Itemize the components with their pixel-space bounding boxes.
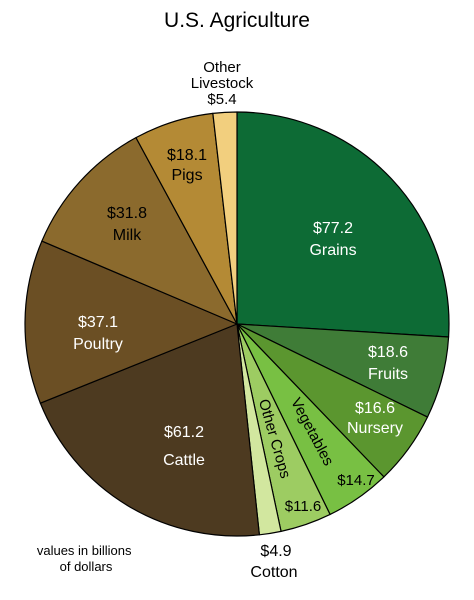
slice-value-poultry: $37.1 (78, 314, 118, 331)
pie-slices (24, 111, 450, 537)
slice-value-milk: $31.8 (107, 205, 147, 222)
slice-label-poultry: Poultry (73, 336, 123, 353)
slice-label-milk: Milk (113, 227, 142, 244)
slice-label-other-livestock-line-2: Livestock (191, 75, 254, 92)
pie-slice-cattle (39, 323, 260, 537)
slice-value-other-livestock: $5.4 (207, 91, 236, 108)
slice-value-fruits: $18.6 (368, 344, 408, 361)
units-note-line-1: values in billions (37, 543, 132, 558)
slice-label-cotton: Cotton (250, 564, 297, 581)
slice-label-pigs: Pigs (171, 167, 202, 184)
chart-title: U.S. Agriculture (164, 9, 310, 32)
slice-label-cattle: Cattle (163, 452, 205, 469)
slice-value-cattle: $61.2 (164, 424, 204, 441)
slice-value-vegetables: $14.7 (337, 472, 375, 489)
pie-slice-milk (41, 137, 238, 325)
slice-value-nursery: $16.6 (355, 400, 395, 417)
slice-label-nursery: Nursery (347, 420, 403, 437)
slice-label-fruits: Fruits (368, 366, 408, 383)
slice-label-other-livestock-line-1: Other (203, 59, 241, 76)
units-note-line-2: of dollars (60, 559, 113, 574)
slice-value-pigs: $18.1 (167, 147, 207, 164)
slice-label-grains: Grains (309, 242, 356, 259)
pie-slice-other-livestock (212, 111, 238, 325)
slice-value-cotton: $4.9 (260, 543, 291, 560)
slice-value-other-crops: $11.6 (285, 498, 321, 515)
pie-slice-poultry (24, 240, 238, 404)
slice-value-grains: $77.2 (313, 220, 353, 237)
pie-slice-grains (236, 111, 450, 338)
units-note: values in billions of dollars (37, 543, 135, 574)
